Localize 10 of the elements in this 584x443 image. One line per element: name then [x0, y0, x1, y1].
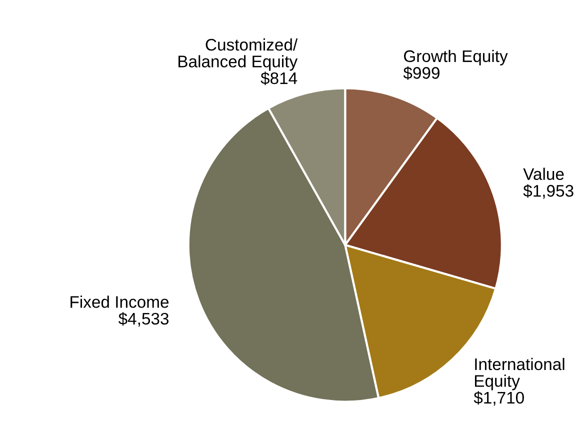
data-label: $1,953 [523, 184, 574, 199]
slice-label: Customized/ Balanced Equity [178, 38, 298, 71]
data-label: $4,533 [118, 312, 169, 327]
slice-label: International Equity [474, 358, 564, 390]
data-label: $814 [260, 72, 298, 86]
slice-label: Fixed Income [70, 296, 169, 308]
slice-label: Value [523, 168, 564, 180]
slice-label: Growth Equity [404, 50, 508, 66]
data-label: $1,710 [474, 391, 524, 406]
data-label: $999 [403, 66, 440, 80]
